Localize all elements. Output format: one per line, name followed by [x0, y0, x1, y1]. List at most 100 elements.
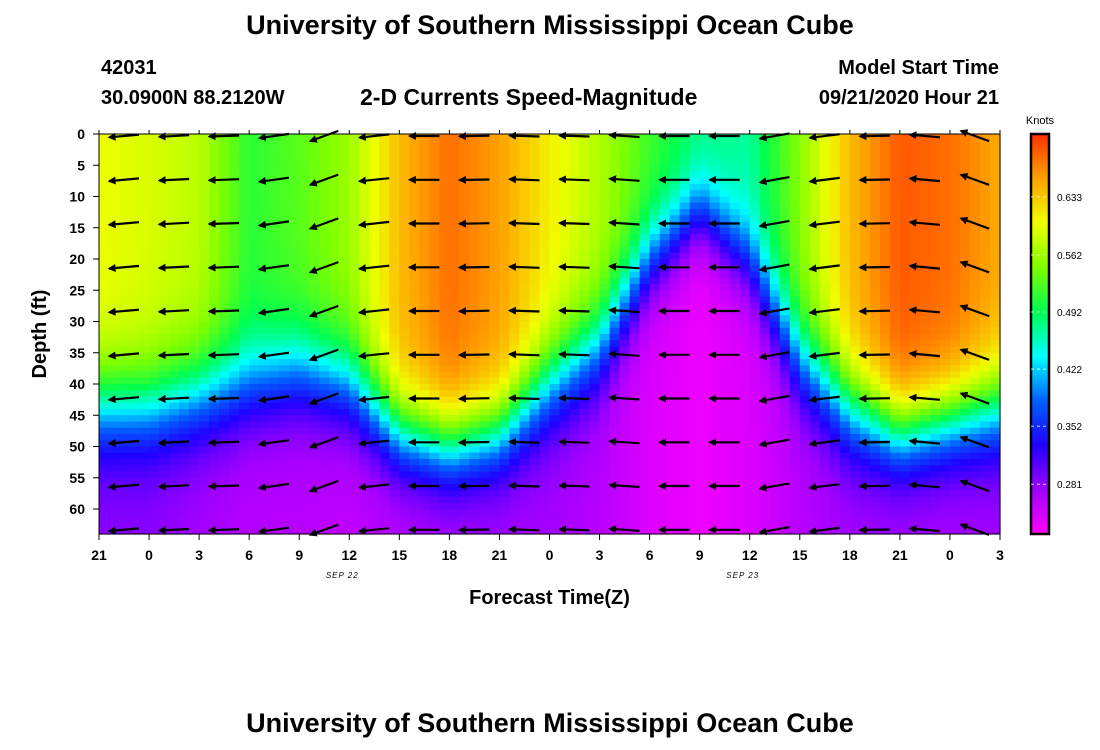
heatmap-cell [369, 321, 380, 329]
heatmap-cell [659, 502, 671, 510]
heatmap-cell [709, 140, 721, 148]
heatmap-cell [249, 465, 260, 473]
heatmap-cell [659, 202, 671, 210]
heatmap-cell [679, 215, 691, 223]
heatmap-cell [439, 371, 450, 379]
heatmap-cell [359, 377, 370, 385]
heatmap-cell [819, 184, 831, 191]
heatmap-cell [609, 140, 621, 148]
heatmap-cell [749, 409, 761, 416]
heatmap-cell [789, 159, 801, 166]
heatmap-cell [749, 152, 761, 160]
heatmap-cell [759, 390, 771, 398]
heatmap-cell [559, 434, 571, 441]
station-id: 42031 [101, 57, 157, 79]
heatmap-cell [459, 371, 471, 379]
heatmap-cell [629, 502, 641, 510]
heatmap-cell [809, 515, 821, 523]
heatmap-cell [279, 496, 290, 504]
heatmap-cell [269, 321, 280, 329]
heatmap-cell [779, 440, 791, 448]
heatmap-cell [169, 296, 180, 304]
heatmap-cell [599, 271, 611, 279]
heatmap-cell [199, 346, 210, 354]
heatmap-cell [549, 159, 561, 166]
heatmap-cell [609, 346, 621, 354]
heatmap-cell [149, 184, 160, 191]
heatmap-cell [189, 246, 200, 254]
heatmap-cell [689, 196, 701, 204]
heatmap-cell [729, 334, 741, 341]
heatmap-cell [769, 146, 781, 154]
heatmap-cell [289, 434, 300, 441]
heatmap-cell [349, 365, 360, 373]
heatmap-cell [649, 215, 661, 223]
heatmap-cell [599, 377, 611, 385]
heatmap-cell [769, 259, 781, 266]
heatmap-cell [629, 277, 641, 285]
heatmap-cell [439, 209, 450, 216]
heatmap-cell [579, 252, 591, 260]
heatmap-cell [179, 409, 190, 416]
heatmap-cell [319, 265, 330, 273]
heatmap-cell [419, 159, 430, 166]
heatmap-cell [859, 452, 871, 460]
heatmap-cell [209, 490, 220, 498]
heatmap-cell [109, 390, 120, 398]
heatmap-cell [839, 209, 851, 216]
heatmap-cell [469, 452, 481, 460]
heatmap-cell [819, 202, 831, 210]
heatmap-cell [309, 271, 320, 279]
heatmap-cell [749, 509, 761, 516]
heatmap-cell [719, 146, 731, 154]
heatmap-cell [869, 202, 881, 210]
heatmap-cell [409, 284, 420, 291]
heatmap-cell [439, 377, 450, 385]
heatmap-cell [359, 409, 370, 416]
heatmap-cell [479, 165, 491, 173]
heatmap-cell [409, 327, 420, 335]
heatmap-cell [639, 165, 651, 173]
heatmap-cell [99, 496, 110, 504]
heatmap-cell [789, 527, 801, 535]
heatmap-cell [139, 302, 150, 310]
heatmap-cell [499, 440, 511, 448]
heatmap-cell [839, 277, 851, 285]
heatmap-cell [569, 446, 581, 454]
heatmap-cell [649, 146, 661, 154]
heatmap-cell [239, 209, 250, 216]
heatmap-cell [749, 184, 761, 191]
heatmap-cell [739, 171, 751, 179]
heatmap-cell [649, 377, 661, 385]
heatmap-cell [449, 234, 460, 241]
heatmap-cell [119, 152, 130, 160]
heatmap-cell [369, 452, 380, 460]
heatmap-cell [259, 409, 270, 416]
heatmap-cell [119, 190, 130, 198]
heatmap-cell [669, 415, 681, 423]
heatmap-cell [379, 190, 390, 198]
heatmap-cell [679, 302, 691, 310]
heatmap-cell [209, 452, 220, 460]
heatmap-cell [229, 371, 240, 379]
heatmap-cell [479, 296, 491, 304]
heatmap-cell [199, 221, 210, 229]
heatmap-cell [629, 471, 641, 479]
heatmap-cell [229, 277, 240, 285]
heatmap-cell [349, 527, 360, 535]
heatmap-cell [449, 465, 460, 473]
heatmap-cell [159, 471, 170, 479]
heatmap-cell [369, 315, 380, 323]
heatmap-cell [459, 427, 471, 435]
heatmap-cell [859, 234, 871, 241]
heatmap-cell [99, 459, 110, 466]
heatmap-cell [829, 471, 841, 479]
heatmap-cell [539, 427, 551, 435]
heatmap-cell [549, 327, 561, 335]
heatmap-cell [749, 240, 761, 248]
heatmap-cell [559, 402, 571, 410]
heatmap-cell [379, 334, 390, 341]
heatmap-cell [319, 521, 330, 529]
heatmap-cell [359, 427, 370, 435]
heatmap-cell [549, 152, 561, 160]
